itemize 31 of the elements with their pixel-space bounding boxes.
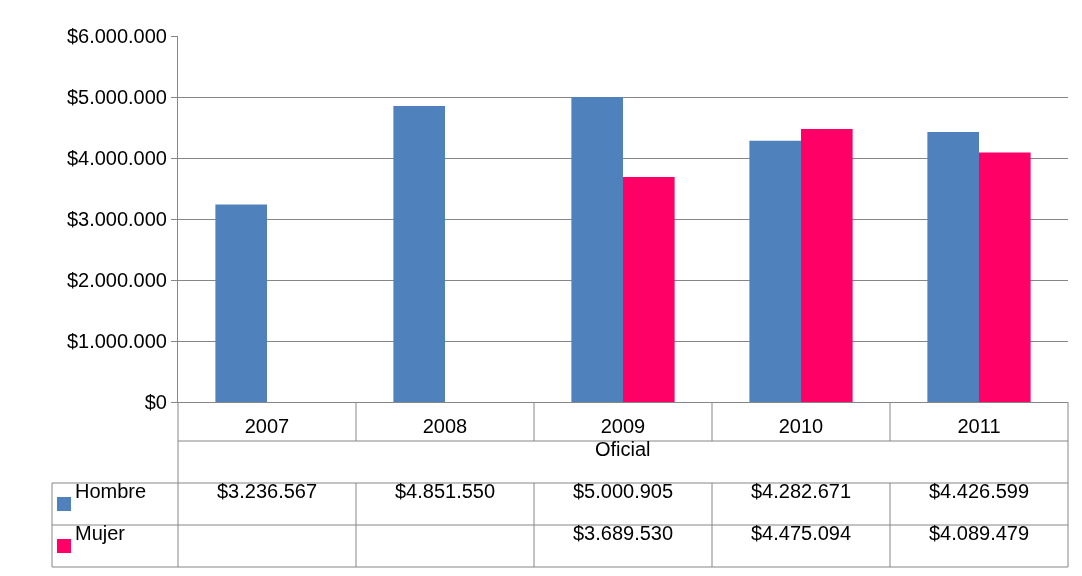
y-tick-label: $0 — [144, 391, 167, 413]
data-label: $4.475.094 — [751, 522, 852, 544]
x-tick-label: 2007 — [244, 415, 290, 437]
bar — [927, 131, 979, 402]
y-tick-label: $1.000.000 — [66, 330, 167, 352]
bar — [623, 176, 675, 402]
x-tick-label: 2011 — [957, 415, 1001, 437]
data-label: $4.089.479 — [929, 522, 1030, 544]
data-label: $4.851.550 — [395, 480, 496, 502]
x-tick-label: 2009 — [600, 415, 646, 437]
data-label: $4.282.671 — [751, 480, 852, 502]
y-tick-label: $2.000.000 — [66, 269, 167, 291]
data-label: $5.000.905 — [573, 480, 674, 502]
bar — [749, 140, 801, 402]
x-tick-label: 2008 — [422, 415, 468, 437]
legend-label: Mujer — [75, 522, 126, 544]
data-label: $3.689.530 — [573, 522, 674, 544]
legend-label: Hombre — [75, 480, 147, 502]
x-tick-label: 2010 — [778, 415, 824, 437]
bar — [979, 152, 1031, 402]
y-tick-label: $5.000.000 — [66, 86, 167, 108]
bar — [571, 96, 623, 402]
data-label: $4.426.599 — [929, 480, 1030, 502]
bar — [215, 204, 267, 402]
bar — [393, 106, 445, 402]
bar — [801, 129, 853, 402]
y-tick-label: $3.000.000 — [66, 208, 167, 230]
x-axis-title: Oficial — [595, 438, 651, 460]
data-label: $3.236.567 — [217, 480, 318, 502]
y-tick-label: $4.000.000 — [66, 147, 167, 169]
y-tick-label: $6.000.000 — [66, 25, 167, 47]
